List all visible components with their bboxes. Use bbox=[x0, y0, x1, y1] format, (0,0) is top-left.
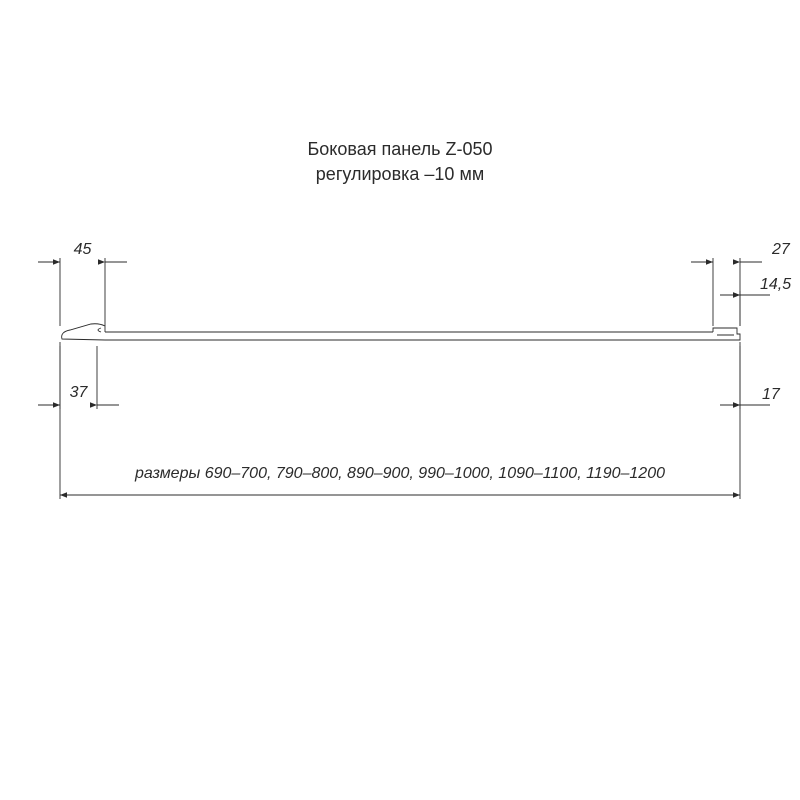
dim-overall-sizes: размеры 690–700, 790–800, 890–900, 990–1… bbox=[134, 465, 665, 482]
dim-27: 27 bbox=[771, 241, 791, 258]
dim-37: 37 bbox=[70, 384, 89, 401]
panel-profile bbox=[62, 324, 740, 340]
dim-45: 45 bbox=[74, 241, 92, 258]
dim-17: 17 bbox=[762, 386, 781, 403]
title-line-1: Боковая панель Z-050 bbox=[307, 139, 492, 159]
dim-14-5: 14,5 bbox=[760, 276, 791, 293]
title-line-2: регулировка –10 мм bbox=[316, 164, 484, 184]
dimensions: 45 27 14,5 37 17 размеры 690–700, 790–800, 89… bbox=[38, 241, 791, 499]
technical-drawing: Боковая панель Z-050 регулировка –10 мм … bbox=[0, 0, 800, 800]
